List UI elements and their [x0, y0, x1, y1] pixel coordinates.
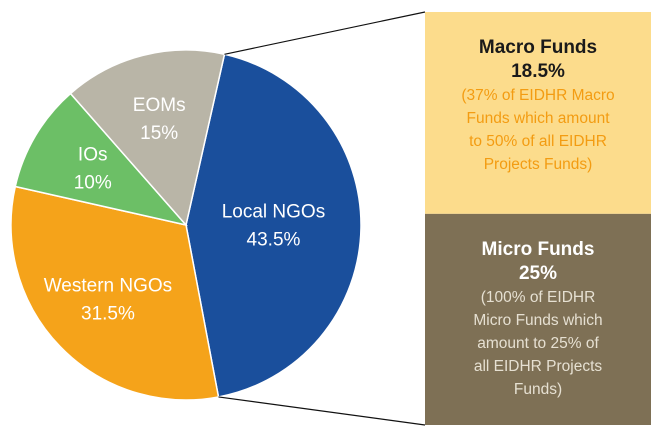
- breakdown-note: Funds): [514, 381, 562, 398]
- breakdown-note: Micro Funds which: [473, 312, 602, 329]
- breakdown-note: Projects Funds): [484, 156, 593, 173]
- slice-label: Local NGOs: [222, 202, 325, 223]
- breakdown-bar: [425, 213, 651, 425]
- slice-value: 15%: [140, 123, 178, 144]
- connector-line: [224, 11, 426, 55]
- breakdown-note: (100% of EIDHR: [481, 289, 596, 306]
- breakdown-note: Funds which amount: [466, 110, 610, 127]
- slice-value: 10%: [74, 173, 112, 194]
- slice-value: 43.5%: [247, 230, 301, 251]
- connector-line: [218, 396, 426, 426]
- breakdown-bar: [425, 12, 651, 214]
- breakdown-value: 25%: [519, 263, 557, 284]
- pie-slice: [10, 185, 220, 401]
- slice-label: Western NGOs: [44, 275, 172, 296]
- breakdown-name: Micro Funds: [482, 239, 595, 260]
- pie-slice: [185, 53, 362, 398]
- breakdown-note: to 50% of all EIDHR: [469, 133, 607, 150]
- breakdown-name: Macro Funds: [479, 37, 597, 58]
- pie-slice: [69, 49, 226, 227]
- breakdown-value: 18.5%: [511, 61, 565, 82]
- slice-label: IOs: [78, 145, 108, 166]
- slice-label: EOMs: [133, 95, 186, 116]
- breakdown-note: amount to 25% of: [477, 335, 599, 352]
- breakdown-note: (37% of EIDHR Macro: [461, 87, 614, 104]
- pie-slice: [14, 92, 189, 227]
- breakdown-note: all EIDHR Projects: [474, 358, 603, 375]
- slice-value: 31.5%: [81, 303, 135, 324]
